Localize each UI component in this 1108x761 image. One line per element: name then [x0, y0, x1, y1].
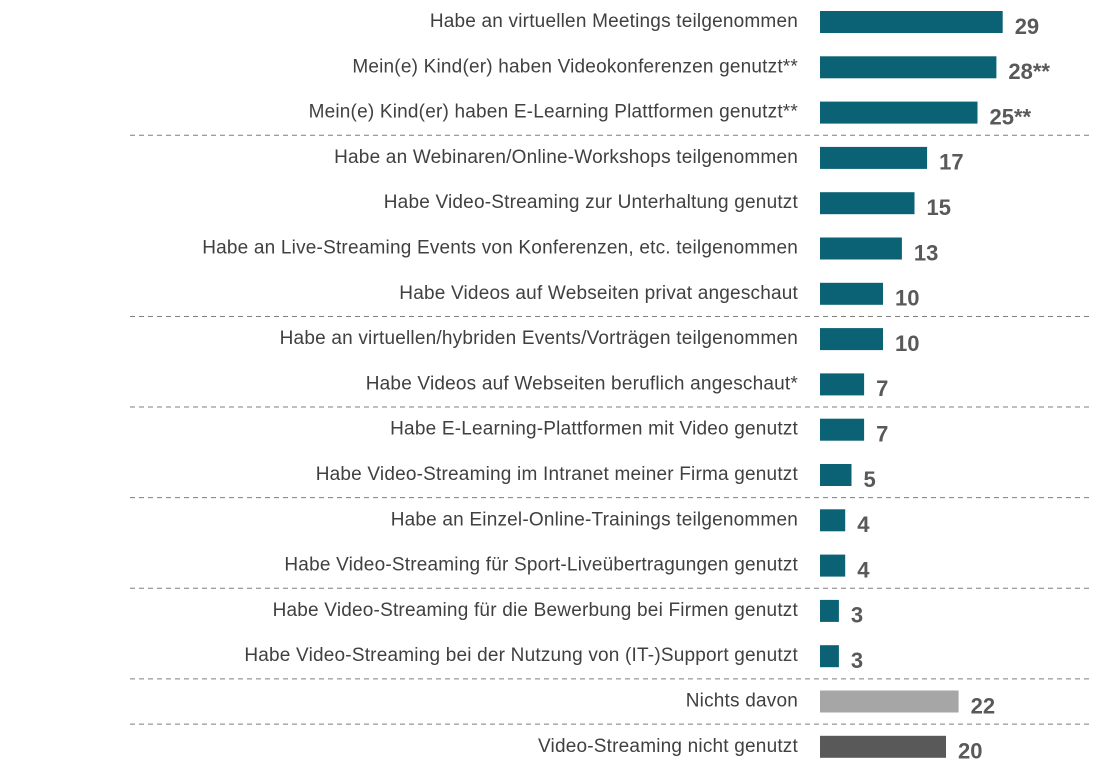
- value-label: 5: [864, 467, 876, 492]
- category-label: Mein(e) Kind(er) haben E-Learning Plattf…: [309, 102, 799, 123]
- category-label: Mein(e) Kind(er) haben Videokonferenzen …: [352, 56, 798, 77]
- category-label: Habe E-Learning-Plattformen mit Video ge…: [390, 419, 798, 440]
- bar: [820, 282, 883, 305]
- bar: [820, 599, 839, 622]
- bar: [820, 146, 928, 169]
- value-label: 3: [851, 648, 863, 673]
- bar: [820, 373, 865, 396]
- category-label: Habe Video-Streaming im Intranet meiner …: [316, 464, 799, 485]
- value-label: 17: [939, 150, 963, 175]
- value-label: 7: [876, 422, 888, 447]
- bar: [820, 464, 852, 486]
- value-label: 25**: [990, 104, 1032, 129]
- category-label: Habe Videos auf Webseiten beruflich ange…: [366, 373, 799, 394]
- bar: [820, 237, 902, 260]
- category-label: Habe Videos auf Webseiten privat angesch…: [399, 283, 798, 304]
- category-label: Habe Video-Streaming zur Unterhaltung ge…: [384, 192, 799, 213]
- category-label: Habe an Webinaren/Online-Workshops teilg…: [334, 147, 798, 168]
- bar: [820, 690, 959, 713]
- value-label: 10: [895, 286, 919, 311]
- bar: [820, 554, 846, 577]
- bar: [820, 328, 883, 351]
- category-label: Video-Streaming nicht genutzt: [538, 736, 799, 757]
- value-label: 13: [914, 240, 938, 265]
- bar: [820, 418, 865, 441]
- category-label: Habe an virtuellen/hybriden Events/Vortr…: [280, 328, 798, 349]
- value-label: 10: [895, 331, 919, 356]
- bar: [820, 11, 1003, 33]
- value-label: 4: [857, 557, 870, 582]
- bar: [820, 735, 946, 758]
- bar: [820, 56, 997, 79]
- category-label: Habe Video-Streaming für Sport-Liveübert…: [284, 555, 798, 576]
- value-label: 7: [876, 376, 888, 401]
- bar: [820, 645, 839, 668]
- value-label: 4: [857, 512, 870, 537]
- bar: [820, 509, 846, 532]
- category-label: Habe Video-Streaming für die Bewerbung b…: [273, 600, 799, 621]
- category-label: Habe an virtuellen Meetings teilgenommen: [430, 11, 798, 32]
- value-label: 29: [1015, 14, 1039, 39]
- bar: [820, 192, 915, 215]
- category-label: Nichts davon: [686, 691, 798, 712]
- category-label: Habe an Einzel-Online-Trainings teilgeno…: [391, 509, 798, 530]
- value-label: 20: [958, 739, 982, 761]
- value-label: 15: [927, 195, 951, 220]
- value-label: 3: [851, 603, 863, 628]
- value-label: 22: [971, 693, 995, 718]
- bar: [820, 101, 978, 124]
- value-label: 28**: [1008, 59, 1050, 84]
- category-label: Habe an Live-Streaming Events von Konfer…: [202, 238, 798, 259]
- category-label: Habe Video-Streaming bei der Nutzung von…: [244, 645, 798, 666]
